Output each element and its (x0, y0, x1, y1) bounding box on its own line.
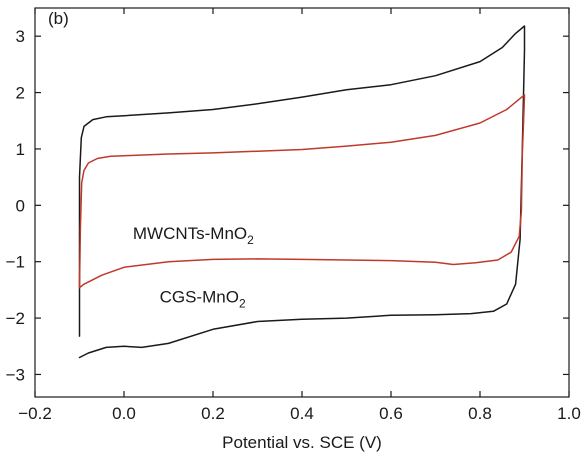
y-tick-label: 3 (16, 27, 25, 46)
plot-frame (34, 7, 570, 398)
y-tick-label: 1 (16, 140, 25, 159)
panel-label: (b) (48, 9, 69, 28)
axis-tick-labels: −0.2 0.0 0.2 0.4 0.6 0.8 1.0 −3 −2 −1 0 1 2 3 (6, 27, 581, 423)
y-tick-label: −3 (6, 365, 25, 384)
x-tick-label: 0.8 (468, 404, 492, 423)
series-label-mwcnts-mno2: MWCNTs-MnO2 (133, 224, 254, 247)
series-label-text: CGS-MnO (160, 287, 239, 306)
series-label-subscript: 2 (239, 296, 246, 310)
y-tick-label: −2 (6, 309, 25, 328)
x-tick-label: 0.0 (112, 404, 136, 423)
x-tick-label: 0.2 (201, 404, 225, 423)
curves (78, 25, 526, 359)
y-tick-label: 2 (16, 84, 25, 103)
x-axis-title: Potential vs. SCE (V) (222, 433, 382, 452)
x-tick-label: 0.6 (379, 404, 403, 423)
x-tick-label: 1.0 (557, 404, 581, 423)
y-tick-label: −1 (6, 253, 25, 272)
series-label-cgs-mno2: CGS-MnO2 (160, 287, 246, 310)
series-line-mwcnts-mno2 (78, 94, 526, 289)
x-tick-label: 0.4 (290, 404, 314, 423)
axis-ticks (34, 8, 570, 397)
series-line-cgs-mno2 (78, 25, 526, 359)
y-tick-label: 0 (16, 196, 25, 215)
series-label-subscript: 2 (247, 233, 254, 247)
series-label-text: MWCNTs-MnO (133, 224, 247, 243)
x-tick-label: −0.2 (18, 404, 52, 423)
